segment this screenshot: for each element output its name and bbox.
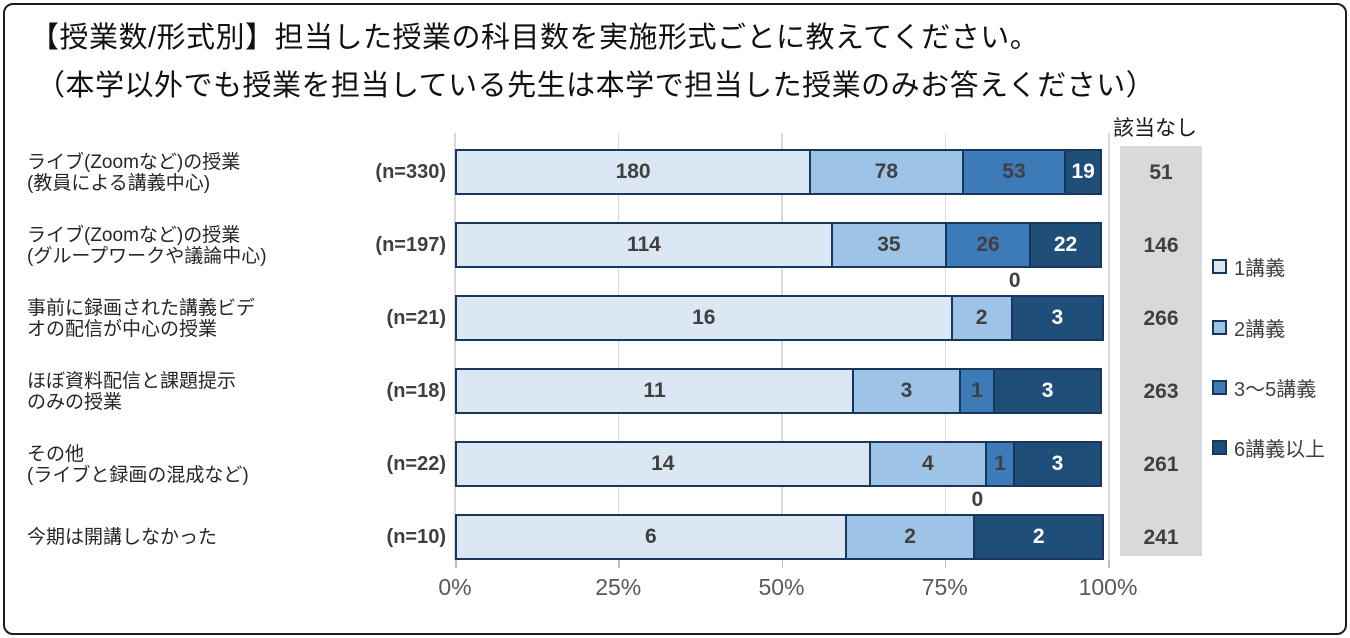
category-label: その他 (ライブと録画の混成など) bbox=[27, 443, 249, 486]
n-count-label: (n=22) bbox=[386, 453, 446, 475]
nashi-value: 263 bbox=[1143, 379, 1179, 403]
gridline bbox=[1108, 133, 1110, 560]
legend-label: 3〜5講義 bbox=[1234, 379, 1317, 401]
bar-segment: 1 bbox=[958, 368, 996, 414]
bar-segment: 6 bbox=[455, 514, 847, 560]
legend-swatch-icon bbox=[1212, 259, 1227, 274]
legend-swatch-icon bbox=[1212, 440, 1227, 455]
table-row: ほぼ資料配信と課題提示 のみの授業 (n=18) 11 3 1 3 263 bbox=[0, 355, 1350, 428]
stacked-bar: 180 78 53 19 bbox=[455, 149, 1108, 195]
bar-segment: 114 bbox=[455, 222, 833, 268]
nashi-value: 51 bbox=[1149, 160, 1173, 184]
bar-segment: 53 bbox=[961, 149, 1067, 195]
legend-item: 1講義 bbox=[1212, 252, 1285, 281]
nashi-value: 146 bbox=[1143, 233, 1179, 257]
bar-cell: 114 35 26 22 bbox=[455, 209, 1108, 282]
stacked-bar: 16 2 3 bbox=[455, 295, 1108, 341]
bar-segment: 2 bbox=[973, 514, 1104, 560]
nashi-value: 261 bbox=[1143, 452, 1179, 476]
bar-segment: 3 bbox=[1012, 441, 1102, 487]
gridline bbox=[781, 133, 783, 560]
nashi-value: 266 bbox=[1143, 306, 1179, 330]
category-label: 今期は開講しなかった bbox=[27, 527, 218, 548]
legend-item: 3〜5講義 bbox=[1212, 373, 1316, 402]
zero-value-label: 0 bbox=[1008, 269, 1021, 292]
bar-segment: 35 bbox=[830, 222, 947, 268]
axis-tick-mark bbox=[944, 560, 947, 568]
bar-segment: 180 bbox=[455, 149, 812, 195]
chart-title-line1: 【授業数/形式別】担当した授業の科目数を実施形式ごとに教えてください。 bbox=[30, 22, 1040, 54]
x-axis-tick-label: 100% bbox=[1078, 574, 1138, 600]
bar-rows: ライブ(Zoomなど)の授業 (教員による講義中心) (n=330) 180 78 53 1… bbox=[0, 136, 1350, 574]
bar-segment: 3 bbox=[852, 368, 961, 414]
n-count-label: (n=10) bbox=[386, 526, 446, 548]
bar-segment: 2 bbox=[844, 514, 976, 560]
n-count-label: (n=330) bbox=[375, 161, 446, 183]
category-label: ほぼ資料配信と課題提示 のみの授業 bbox=[27, 370, 237, 413]
bar-segment: 1 bbox=[985, 441, 1015, 487]
legend-label: 2講義 bbox=[1234, 319, 1286, 341]
nashi-value: 241 bbox=[1143, 525, 1179, 549]
category-label: 事前に録画された講義ビデ オの配信が中心の授業 bbox=[27, 297, 256, 340]
table-row: ライブ(Zoomなど)の授業 (教員による講義中心) (n=330) 180 78 53 1… bbox=[0, 136, 1350, 209]
legend-item: 2講義 bbox=[1212, 313, 1285, 342]
x-axis-tick-label: 50% bbox=[758, 574, 805, 600]
bar-segment: 2 bbox=[950, 295, 1013, 341]
category-label: ライブ(Zoomなど)の授業 (教員による講義中心) bbox=[27, 151, 241, 194]
table-row: ライブ(Zoomなど)の授業 (グループワークや議論中心) (n=197) 114 35… bbox=[0, 209, 1350, 282]
axis-tick-mark bbox=[618, 560, 620, 568]
legend-label: 6講義以上 bbox=[1234, 439, 1326, 461]
stacked-bar: 11 3 1 3 bbox=[455, 368, 1108, 414]
bar-segment: 11 bbox=[455, 368, 855, 414]
gridline bbox=[454, 133, 456, 560]
bar-cell: 11 3 1 3 bbox=[455, 355, 1108, 428]
nashi-column-background bbox=[1120, 146, 1202, 556]
n-count-label: (n=18) bbox=[386, 380, 446, 402]
legend-item: 6講義以上 bbox=[1212, 433, 1325, 462]
bar-segment: 26 bbox=[944, 222, 1032, 268]
bar-segment: 3 bbox=[1010, 295, 1104, 341]
bar-segment: 16 bbox=[455, 295, 953, 341]
bar-cell: 14 4 1 3 bbox=[455, 428, 1108, 501]
bar-segment: 22 bbox=[1029, 222, 1102, 268]
bar-segment: 14 bbox=[455, 441, 871, 487]
zero-value-label: 0 bbox=[971, 488, 984, 511]
stacked-bar: 114 35 26 22 bbox=[455, 222, 1108, 268]
x-axis-tick-label: 75% bbox=[921, 574, 968, 600]
gridline bbox=[944, 133, 947, 560]
stacked-bar: 14 4 1 3 bbox=[455, 441, 1108, 487]
bar-segment: 19 bbox=[1064, 149, 1102, 195]
table-row: その他 (ライブと録画の混成など) (n=22) 14 4 1 3 261 bbox=[0, 428, 1350, 501]
bar-segment: 4 bbox=[868, 441, 988, 487]
bar-segment: 3 bbox=[993, 368, 1102, 414]
axis-tick-mark bbox=[455, 560, 457, 568]
axis-tick-mark bbox=[1108, 560, 1110, 568]
table-row: 事前に録画された講義ビデ オの配信が中心の授業 (n=21) 0 16 2 3 266 bbox=[0, 269, 1350, 355]
x-axis-tick-label: 0% bbox=[438, 574, 472, 600]
legend-swatch-icon bbox=[1212, 320, 1227, 335]
table-row: 今期は開講しなかった (n=10) 0 6 2 2 241 bbox=[0, 488, 1350, 574]
n-count-label: (n=21) bbox=[386, 307, 446, 329]
gridline bbox=[617, 133, 620, 560]
n-count-label: (n=197) bbox=[375, 234, 446, 256]
nashi-column-header: 該当なし bbox=[1113, 117, 1197, 140]
bar-segment: 78 bbox=[809, 149, 964, 195]
plot-gridlines bbox=[454, 133, 1110, 560]
x-axis-tick-label: 25% bbox=[595, 574, 642, 600]
legend-label: 1講義 bbox=[1234, 258, 1286, 280]
bar-cell: 180 78 53 19 bbox=[455, 136, 1108, 209]
chart-title-line2: （本学以外でも授業を担当している先生は本学で担当した授業のみお答えください） bbox=[36, 70, 1156, 102]
legend-swatch-icon bbox=[1212, 380, 1227, 395]
category-label: ライブ(Zoomなど)の授業 (グループワークや議論中心) bbox=[27, 224, 267, 267]
axis-tick-mark bbox=[781, 560, 783, 568]
bar-cell: 0 16 2 3 bbox=[455, 269, 1108, 355]
